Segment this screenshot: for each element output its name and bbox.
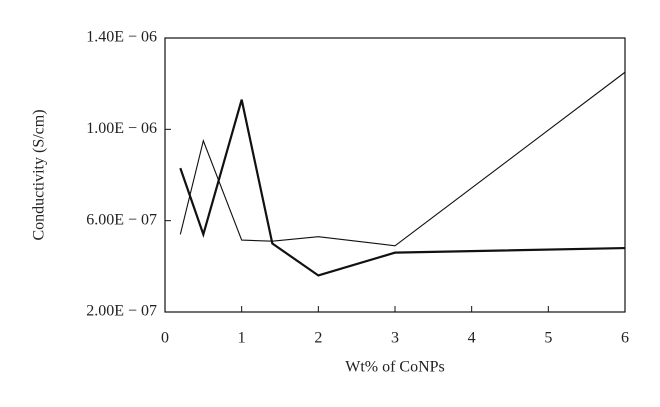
y-axis-label: Conductivity (S/cm) [31, 109, 48, 240]
x-tick-label: 6 [621, 330, 629, 347]
x-axis-label: Wt% of CoNPs [345, 359, 445, 376]
y-tick-label: 1.40E − 06 [86, 29, 157, 46]
series-line [179, 71, 626, 247]
x-tick-label: 0 [161, 330, 169, 347]
x-tick-label: 4 [468, 330, 476, 347]
y-tick-label: 2.00E − 07 [86, 303, 157, 320]
series-line [179, 99, 626, 277]
y-tick-label: 6.00E − 07 [86, 211, 157, 228]
x-tick-label: 5 [544, 330, 552, 347]
x-tick-label: 1 [238, 330, 246, 347]
x-tick-label: 2 [314, 330, 322, 347]
y-tick-label: 1.00E − 06 [86, 120, 157, 137]
plot-frame [164, 37, 626, 313]
x-tick-label: 3 [391, 330, 399, 347]
